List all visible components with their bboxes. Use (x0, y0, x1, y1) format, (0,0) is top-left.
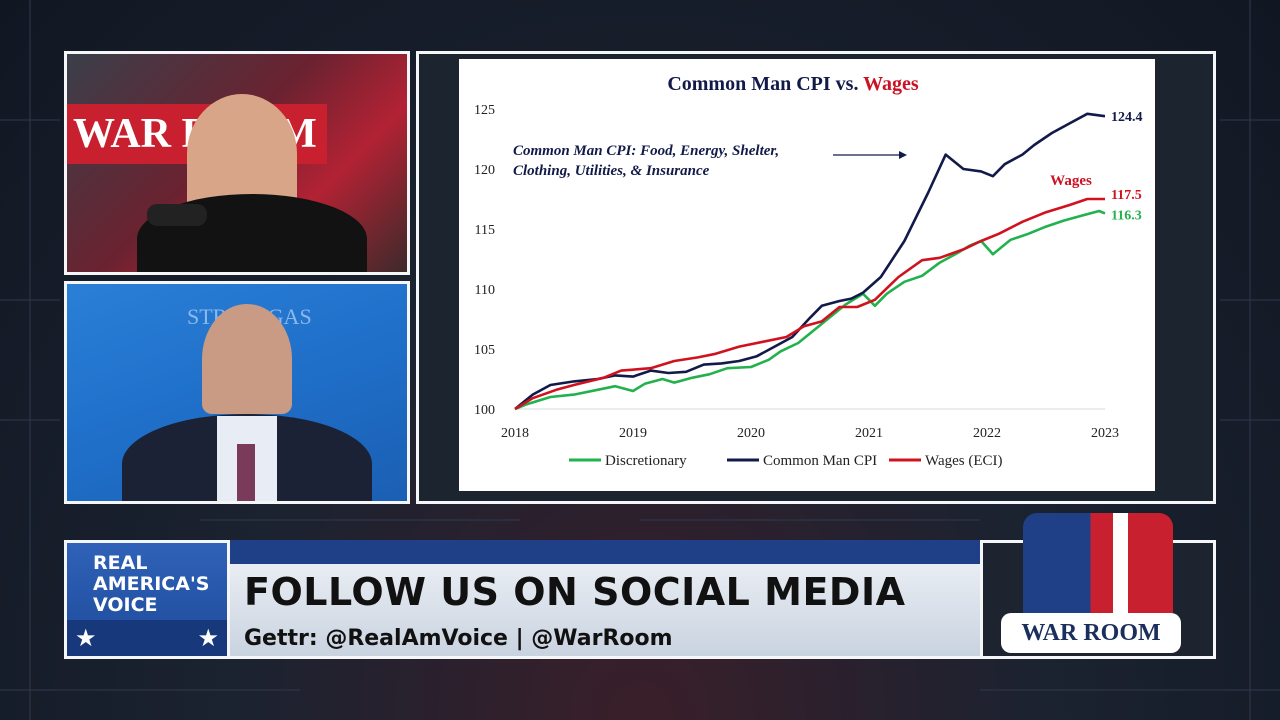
chart-title-highlight: Wages (863, 73, 919, 95)
show-logo: WAR ROOM (980, 513, 1216, 659)
network-logo: REAL AMERICA'S VOICE ★ ★ (64, 540, 230, 659)
banner-title: FOLLOW US ON SOCIAL MEDIA (244, 570, 906, 614)
chart-annotation-line-2: Clothing, Utilities, & Insurance (513, 163, 710, 179)
x-tick-label: 2020 (737, 426, 765, 441)
guest-tie (237, 444, 255, 501)
cpi-line (514, 112, 1106, 411)
wages-line (514, 197, 1105, 411)
lower-third-banner: FOLLOW US ON SOCIAL MEDIA Gettr: @RealAm… (230, 564, 980, 659)
chart-title-main: Common Man CPI vs. (667, 73, 858, 95)
guest-video-panel: STRATEGAS (64, 281, 410, 504)
x-tick-label: 2022 (973, 426, 1001, 441)
network-name: REAL AMERICA'S VOICE (93, 552, 210, 616)
end-value-label-discretionary: 116.3 (1111, 208, 1142, 223)
star-icon: ★ (197, 625, 219, 652)
y-tick-label: 110 (475, 283, 495, 298)
guest-head (202, 304, 292, 414)
star-icon: ★ (75, 625, 97, 652)
banner-subtitle: Gettr: @RealAmVoice | @WarRoom (244, 626, 673, 651)
x-tick-label: 2018 (501, 426, 529, 441)
network-star-bar: ★ ★ (67, 620, 227, 656)
legend-label: Common Man CPI (763, 453, 877, 469)
chart-card: Common Man CPI vs. Wages Common Man CPI:… (459, 59, 1155, 491)
legend-label: Discretionary (605, 453, 687, 469)
y-tick-label: 100 (474, 403, 495, 418)
microphone (147, 204, 207, 226)
show-logo-text: WAR ROOM (1001, 613, 1181, 653)
y-tick-label: 115 (475, 223, 495, 238)
eagle-flag-icon (1023, 513, 1173, 613)
x-tick-label: 2023 (1091, 426, 1119, 441)
y-tick-label: 120 (474, 163, 495, 178)
chart-annotation-line-1: Common Man CPI: Food, Energy, Shelter, (513, 143, 779, 159)
chart-title: Common Man CPI vs. Wages (667, 73, 919, 95)
end-value-label-cpi: 124.4 (1111, 110, 1143, 125)
discretionary-line (514, 209, 1106, 411)
y-tick-label: 105 (474, 343, 495, 358)
cpi-vs-wages-chart: Common Man CPI vs. Wages Common Man CPI:… (474, 73, 1143, 469)
wages-series-label: Wages (1050, 173, 1092, 189)
chart-panel: Common Man CPI vs. Wages Common Man CPI:… (416, 51, 1216, 504)
x-tick-label: 2019 (619, 426, 647, 441)
x-tick-label: 2021 (855, 426, 883, 441)
end-value-label-wages: 117.5 (1111, 188, 1142, 203)
banner-top-strip (230, 540, 980, 564)
legend-label: Wages (ECI) (925, 453, 1003, 469)
annotation-arrow-head (899, 151, 907, 159)
host-video-panel: WAR ROOM (64, 51, 410, 275)
y-tick-label: 125 (474, 103, 495, 118)
